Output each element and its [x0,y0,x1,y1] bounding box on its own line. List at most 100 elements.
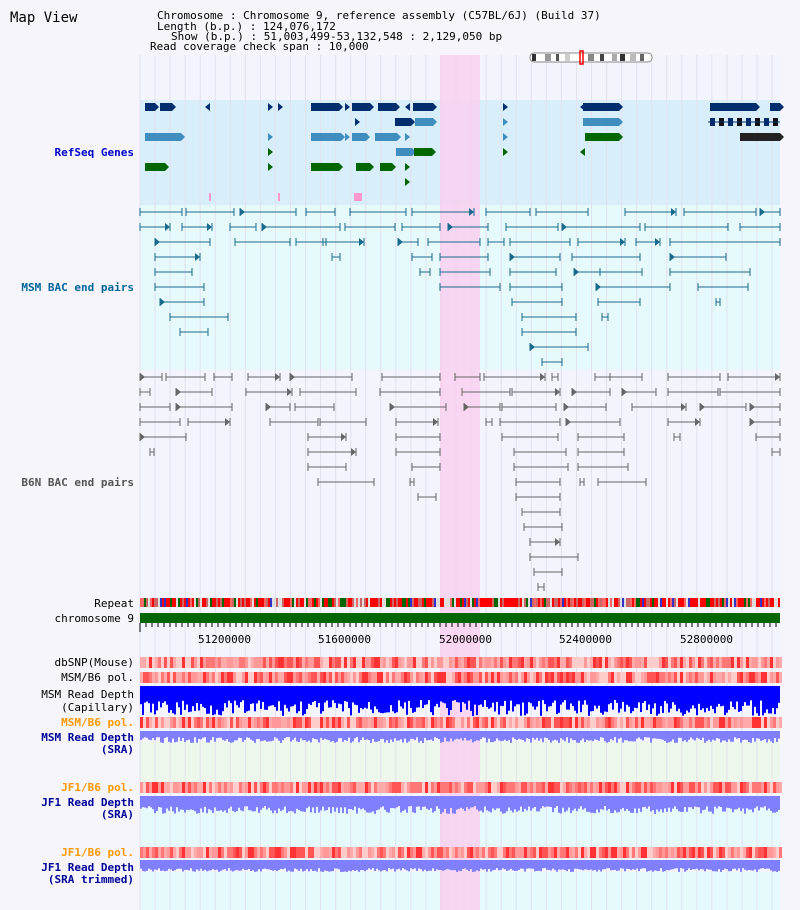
msm-bac-pair [262,223,267,231]
jf1-b6-pol-strip [335,782,338,793]
jf1-b6-pol-2-strip [581,847,584,858]
repeat-mark [574,598,576,607]
jf1-b6-pol-2-strip [353,847,356,858]
msm-depth-capillary [684,686,686,715]
msm-b6-pol-strip [410,672,413,683]
repeat-label: Repeat [94,597,134,610]
jf1-depth-sra [310,796,312,813]
show-label: Show (b.p.) [171,30,244,43]
jf1-b6-pol-strip [635,782,638,793]
dbsnp-strip [548,657,551,668]
jf1-depth-sra [206,796,208,814]
msm-depth-sra [276,731,278,739]
msm-depth-sra [384,731,386,743]
msm-depth-capillary [394,686,396,714]
ideogram-band [630,54,636,61]
jf1-depth-trim [620,860,622,869]
msm-depth-capillary [594,686,596,706]
msm-depth-capillary [564,686,566,701]
dbsnp-strip [164,657,167,668]
jf1-b6-pol-strip [542,782,545,793]
show-info: Show (b.p.) : 51,003,499-53,132,548 : 2,… [171,30,503,43]
repeat-mark [778,598,780,607]
jf1-depth-trim [330,860,332,872]
msm-depth-sra [534,731,536,740]
repeat-mark [456,598,458,607]
repeat-mark [676,598,678,607]
b6n-bac-pair [564,403,569,411]
jf1-depth-sra [350,796,352,810]
msm-b6-pol-sra-strip [452,717,455,728]
msm-depth-capillary [412,686,414,713]
jf1-depth-sra [370,796,372,813]
msm-b6-pol-strip [446,672,449,683]
msm-depth-sra [408,731,410,742]
repeat-mark [306,598,308,607]
msm-bac-label[interactable]: MSM BAC end pairs [21,281,134,294]
msm-depth-capillary [616,686,618,703]
dbsnp-strip [503,657,506,668]
b6n-bac-pair [572,388,577,396]
msm-b6-pol-sra-strip [764,717,767,728]
gene-block [770,103,780,111]
jf1-depth-sra [718,796,720,807]
jf1-depth-trim [358,860,360,872]
msm-depth-sra [146,731,148,738]
jf1-depth-trim [222,860,224,870]
dbsnp-strip [431,657,434,668]
jf1-depth-sra [630,796,632,813]
msm-depth-capillary [266,686,268,710]
jf1-depth-trim [264,860,266,869]
msm-b6-pol-strip [659,672,662,683]
jf1-b6-pol-strip [776,782,779,793]
msm-depth-sra [168,731,170,742]
msm-b6-pol-sra-strip [359,717,362,728]
msm-depth-sra [710,731,712,742]
jf1-depth-trim [702,860,704,870]
dbsnp-strip [545,657,548,668]
msm-b6-pol-strip [221,672,224,683]
jf1-depth-sra [684,796,686,808]
jf1-depth-trim [250,860,252,871]
jf1-depth-trim [588,860,590,871]
repeat-mark [160,598,162,607]
b6n-bac-label[interactable]: B6N BAC end pairs [21,476,134,489]
jf1-depth-trim [456,860,458,872]
repeat-mark [442,598,444,607]
dbsnp-strip [167,657,170,668]
jf1-depth-trim [394,860,396,872]
jf1-depth-sra [316,796,318,807]
msm-depth-sra [662,731,664,740]
jf1-b6-pol-strip [491,782,494,793]
msm-depth-sra [502,731,504,741]
repeat-mark [748,598,750,607]
msm-b6-pol-sra-strip [218,717,221,728]
repeat-mark [544,598,546,607]
msm-b6-pol-sra-strip [506,717,509,728]
msm-depth-capillary [776,686,778,709]
msm-b6-pol-sra-strip [482,717,485,728]
jf1-depth-trim [626,860,628,869]
repeat-mark [392,598,394,607]
msm-b6-pol-strip [617,672,620,683]
jf1-depth-sra [482,796,484,813]
dbsnp-strip [509,657,512,668]
msm-depth-sra [308,731,310,741]
msm-depth-capillary [580,686,582,713]
axis-tick-label: 51200000 [198,633,251,646]
msm-b6-pol-sra-strip [659,717,662,728]
msm-depth-sra [210,731,212,741]
msm-b6-pol-sra-strip [458,717,461,728]
jf1-depth-trim [332,860,334,872]
refseq-genes-label[interactable]: RefSeq Genes [54,146,134,159]
msm-depth-capillary [726,686,728,713]
msm-read-depth-sra-label: MSM Read Depth [41,731,134,744]
jf1-depth-sra [594,796,596,814]
msm-b6-pol-sra-strip [623,717,626,728]
msm-b6-pol-strip [269,672,272,683]
jf1-b6-pol-strip [326,782,329,793]
jf1-depth-sra [452,796,454,814]
dbsnp-strip [296,657,299,668]
msm-depth-sra [696,731,698,738]
